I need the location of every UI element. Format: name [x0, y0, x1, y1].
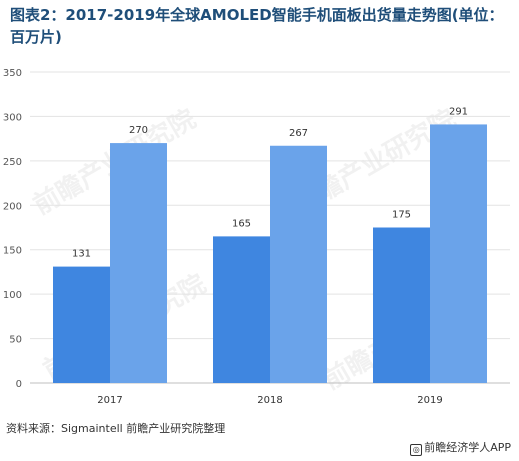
brand-label: ◎ 前瞻经济学人APP [410, 439, 511, 456]
bar-2018-series1 [213, 236, 270, 383]
brand-text: 前瞻经济学人APP [424, 441, 511, 454]
y-tick-label: 0 [16, 379, 22, 390]
y-tick-label: 200 [3, 201, 22, 212]
x-tick-label: 2018 [257, 395, 282, 406]
x-tick-label: 2019 [417, 395, 442, 406]
x-tick-label: 2017 [97, 395, 122, 406]
data-label: 291 [449, 106, 468, 117]
bar-2017-series2 [110, 143, 167, 383]
y-tick-label: 150 [3, 246, 22, 257]
y-tick-label: 300 [3, 112, 22, 123]
bar-2019-series1 [373, 227, 430, 383]
data-label: 267 [289, 128, 308, 139]
bar-2017-series1 [53, 266, 110, 383]
y-tick-label: 250 [3, 157, 22, 168]
bar-2019-series2 [430, 124, 487, 383]
y-tick-label: 100 [3, 290, 22, 301]
data-label: 165 [232, 218, 251, 229]
source-note: 资料来源：Sigmaintell 前瞻产业研究院整理 [6, 422, 226, 435]
y-tick-label: 350 [3, 68, 22, 79]
data-label: 270 [129, 125, 148, 136]
data-label: 175 [392, 210, 411, 221]
bar-2018-series2 [270, 145, 327, 383]
brand-logo-icon: ◎ [410, 444, 423, 456]
y-tick-label: 50 [9, 335, 22, 346]
data-label: 131 [72, 249, 91, 260]
chart-title: 图表2：2017-2019年全球AMOLED智能手机面板出货量走势图(单位：百万… [10, 6, 504, 46]
